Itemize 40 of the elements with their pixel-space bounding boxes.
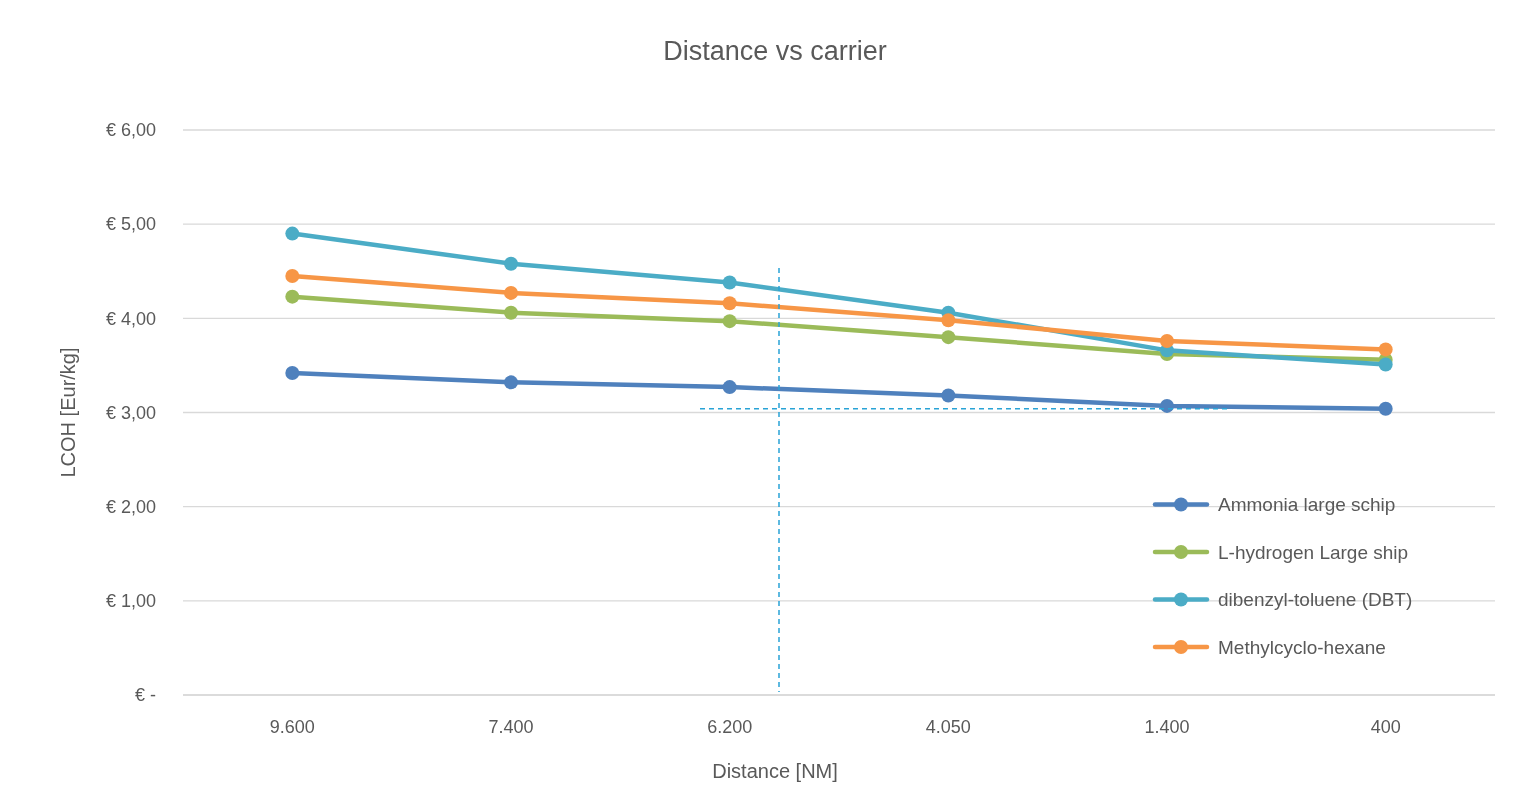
x-tick-label: 6.200: [707, 717, 753, 737]
point: [504, 256, 518, 271]
point: [1378, 357, 1393, 372]
point: [285, 268, 300, 283]
y-tick-label: € 1,00: [105, 591, 156, 612]
x-tick-label: 4.050: [925, 717, 971, 737]
point: [941, 388, 956, 403]
y-tick-label: € 2,00: [105, 496, 156, 517]
point: [285, 289, 300, 304]
point: [285, 226, 300, 241]
x-axis-title: Distance [NM]: [712, 760, 838, 782]
point: [285, 365, 300, 380]
point: [722, 275, 737, 290]
point: [1160, 398, 1174, 413]
point: [504, 285, 518, 300]
y-axis-title: LCOH [Eur/kg]: [57, 347, 79, 478]
legend-label: Methylcyclo-hexane: [1218, 636, 1386, 658]
legend-label: L-hydrogen Large ship: [1218, 541, 1409, 563]
legend-label: dibenzyl-toluene (DBT): [1218, 589, 1413, 611]
x-tick-label: 1.400: [1144, 717, 1190, 737]
point: [722, 296, 737, 311]
y-tick-label: € 4,00: [105, 308, 156, 329]
y-tick-label: € -: [134, 685, 156, 706]
point: [1160, 333, 1174, 348]
x-tick-label: 7.400: [488, 717, 534, 737]
point: [941, 313, 956, 328]
point: [504, 305, 518, 320]
y-tick-label: € 6,00: [105, 120, 156, 141]
legend-label: Ammonia large schip: [1218, 494, 1396, 516]
x-tick-label: 9.600: [269, 717, 315, 737]
x-tick-label: 400: [1370, 717, 1401, 737]
y-tick-label: € 3,00: [105, 402, 156, 423]
y-tick-label: € 5,00: [105, 214, 156, 235]
chart-title: Distance vs carrier: [663, 36, 887, 66]
point: [1378, 401, 1393, 416]
point: [1378, 342, 1393, 357]
point: [722, 314, 737, 329]
point: [941, 330, 956, 345]
point: [504, 375, 518, 390]
point: [722, 380, 737, 395]
